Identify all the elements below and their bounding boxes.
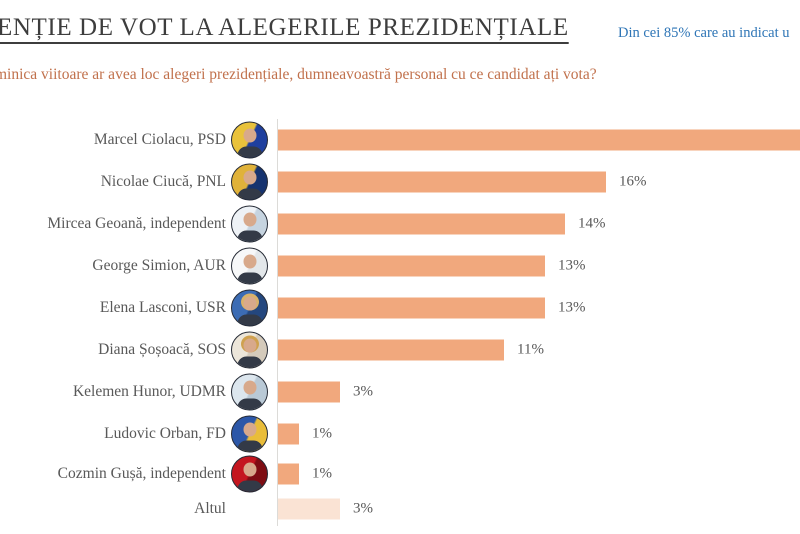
bar-segment: [278, 255, 545, 277]
avatar-head: [243, 212, 256, 227]
candidate-label: Nicolae Ciucă, PNL: [100, 173, 226, 190]
candidate-label: Marcel Ciolacu, PSD: [93, 131, 226, 148]
chart-row: Nicolae Ciucă, PNL 16%: [0, 161, 800, 203]
avatar-shoulders: [237, 230, 262, 242]
candidate-avatar-icon: [231, 331, 268, 369]
bar-segment: [278, 171, 606, 193]
candidate-label: George Simion, AUR: [92, 257, 226, 274]
bar-segment: [278, 213, 565, 235]
value-label: 14%: [578, 215, 606, 232]
chart-row: Mircea Geoană, independent 14%: [0, 203, 800, 245]
bar-segment: [278, 463, 299, 484]
chart-row: George Simion, AUR 13%: [0, 245, 800, 287]
chart-row: Altul 3%: [0, 492, 800, 526]
avatar-head: [243, 296, 256, 311]
chart-row: Marcel Ciolacu, PSD: [0, 119, 800, 161]
candidate-avatar-icon: [231, 289, 268, 327]
chart-row: Kelemen Hunor, UDMR 3%: [0, 371, 800, 413]
avatar-head: [243, 254, 256, 269]
avatar-shoulders: [237, 398, 262, 410]
avatar-shoulders: [237, 356, 262, 368]
chart-row: Cozmin Gușă, independent 1%: [0, 455, 800, 492]
axis-line: [277, 119, 278, 526]
candidate-avatar-icon: [231, 121, 268, 159]
avatar-shoulders: [237, 440, 262, 452]
candidate-label: Mircea Geoană, independent: [47, 215, 226, 232]
value-label: 13%: [558, 299, 586, 316]
candidate-label: Elena Lasconi, USR: [99, 299, 226, 316]
candidate-avatar-icon: [231, 455, 268, 492]
avatar-head: [243, 128, 256, 143]
avatar-shoulders: [237, 146, 262, 158]
value-label: 1%: [312, 425, 332, 442]
survey-question: minica viitoare ar avea loc alegeri prez…: [0, 66, 597, 83]
candidate-label: Ludovic Orban, FD: [104, 425, 226, 442]
page-title: ENȚIE DE VOT LA ALEGERILE PREZIDENȚIALE: [0, 14, 569, 41]
avatar-head: [243, 422, 256, 437]
avatar-shoulders: [237, 314, 262, 326]
value-label: 3%: [353, 383, 373, 400]
avatar-head: [243, 338, 256, 353]
bar-chart: Marcel Ciolacu, PSD Nicolae Ciucă, PNL 16%…: [0, 119, 800, 526]
value-label: 16%: [619, 173, 647, 190]
candidate-avatar-icon: [231, 415, 268, 453]
avatar-shoulders: [237, 188, 262, 200]
avatar-head: [243, 462, 256, 476]
candidate-avatar-icon: [231, 205, 268, 243]
value-label: 1%: [312, 465, 332, 481]
chart-row: Ludovic Orban, FD 1%: [0, 413, 800, 455]
bar-segment: [278, 498, 340, 520]
chart-row: Elena Lasconi, USR 13%: [0, 287, 800, 329]
avatar-head: [243, 380, 256, 395]
bar-segment: [278, 129, 800, 151]
chart-row: Diana Șoșoacă, SOS 11%: [0, 329, 800, 371]
bar-segment: [278, 423, 299, 445]
value-label: 3%: [353, 500, 373, 517]
candidate-label: Cozmin Gușă, independent: [57, 464, 226, 482]
sample-size-note: Din cei 85% care au indicat u: [618, 25, 790, 41]
candidate-label: Altul: [194, 500, 226, 517]
avatar-shoulders: [237, 480, 262, 491]
bar-segment: [278, 297, 545, 319]
value-label: 11%: [517, 341, 544, 358]
candidate-label: Diana Șoșoacă, SOS: [98, 341, 226, 358]
candidate-avatar-icon: [231, 247, 268, 285]
value-label: 13%: [558, 257, 586, 274]
avatar-head: [243, 170, 256, 185]
candidate-avatar-icon: [231, 373, 268, 411]
bar-segment: [278, 339, 504, 361]
bar-segment: [278, 381, 340, 403]
candidate-label: Kelemen Hunor, UDMR: [72, 383, 226, 400]
avatar-shoulders: [237, 272, 262, 284]
candidate-avatar-icon: [231, 163, 268, 201]
